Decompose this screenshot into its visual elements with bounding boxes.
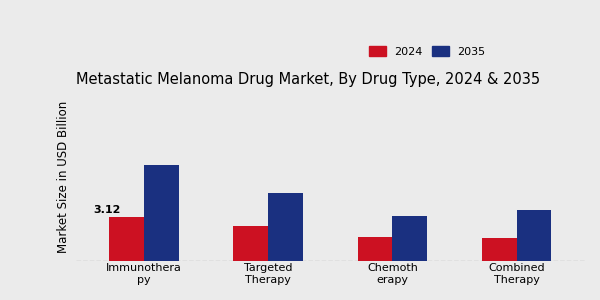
Bar (358, 237, 392, 261)
Legend: 2024, 2035: 2024, 2035 (367, 44, 488, 59)
Bar (392, 216, 427, 261)
Bar (144, 165, 179, 261)
Bar (482, 238, 517, 261)
Bar (109, 217, 144, 261)
Text: 3.12: 3.12 (93, 206, 121, 215)
Bar (233, 226, 268, 261)
Bar (517, 210, 551, 261)
Text: Metastatic Melanoma Drug Market, By Drug Type, 2024 & 2035: Metastatic Melanoma Drug Market, By Drug… (76, 72, 539, 87)
Bar (268, 193, 303, 261)
Y-axis label: Market Size in USD Billion: Market Size in USD Billion (57, 100, 70, 253)
